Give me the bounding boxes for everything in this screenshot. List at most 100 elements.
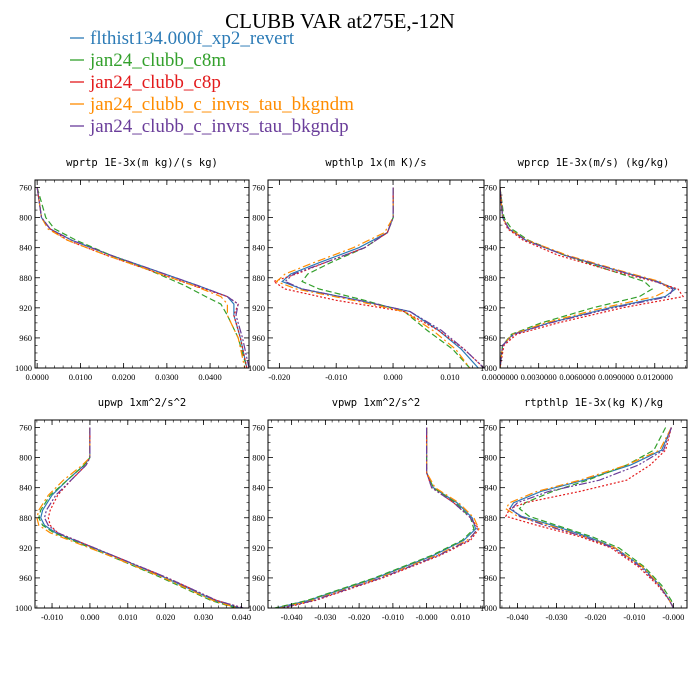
x-tick-label: -0.000 <box>662 612 684 622</box>
y-tick-label: 920 <box>484 543 497 553</box>
series-jan24-clubb-c-invrs-tau-bkgndm <box>500 187 672 368</box>
x-tick-label: -0.020 <box>268 372 290 382</box>
x-tick-label: 0.0060000 <box>559 372 595 382</box>
series-jan24-clubb-c-invrs-tau-bkgndm <box>36 187 246 368</box>
legend-item-jan24-clubb-c-invrs-tau-bkgndm: jan24_clubb_c_invrs_tau_bkgndm <box>70 94 354 115</box>
series-jan24-clubb-c-invrs-tau-bkgndm <box>504 427 674 608</box>
figure-title: CLUBB VAR at275E,-12N <box>225 9 455 33</box>
series-jan24-clubb-c-invrs-tau-bkgndp <box>510 427 674 608</box>
y-tick-label: 1000 <box>480 603 497 613</box>
y-tick-label: 920 <box>19 303 32 313</box>
legend-label: jan24_clubb_c8p <box>89 72 221 93</box>
x-tick-label: 0.010 <box>440 372 459 382</box>
x-tick-label: 0.0000 <box>25 372 48 382</box>
legend-label: flthist134.000f_xp2_revert <box>90 28 295 49</box>
x-tick-label: 0.0120000 <box>637 372 673 382</box>
y-tick-label: 920 <box>252 543 265 553</box>
y-tick-label: 1000 <box>480 363 497 373</box>
x-tick-label: -0.020 <box>348 612 370 622</box>
series-group <box>500 187 685 368</box>
series-flthist134-000f-xp2-revert <box>500 187 677 368</box>
panel-rtpthlp: rtpthlp 1E-3x(kg K)/kg -0.040 -0.030 -0.020… <box>480 397 688 622</box>
legend-item-jan24-clubb-c-invrs-tau-bkgndp: jan24_clubb_c_invrs_tau_bkgndp <box>70 116 349 137</box>
panels: wprtp 1E-3x(m kg)/(s kg) 0.0000 0.0100 0.02… <box>15 157 688 622</box>
x-tick-label: -0.010 <box>382 612 404 622</box>
x-tick-label: 0.020 <box>156 612 175 622</box>
series-jan24-clubb-c8m <box>518 427 674 608</box>
y-tick-label: 800 <box>484 453 497 463</box>
x-tick-label: -0.040 <box>507 612 529 622</box>
panel-title: wprcp 1E-3x(m/s) (kg/kg) <box>518 157 670 169</box>
x-tick-label: 0.000 <box>383 372 402 382</box>
series-jan24-clubb-c8p <box>504 427 674 608</box>
x-tick-label: -0.040 <box>281 612 303 622</box>
series-jan24-clubb-c-invrs-tau-bkgndm <box>275 187 471 368</box>
y-tick-label: 960 <box>484 333 497 343</box>
y-tick-label: 840 <box>484 243 497 253</box>
y-tick-label: 760 <box>484 423 497 433</box>
series-flthist134-000f-xp2-revert <box>276 427 477 608</box>
series-jan24-clubb-c8p <box>36 187 248 368</box>
series-flthist134-000f-xp2-revert <box>40 427 240 608</box>
x-tick-label: -0.000 <box>416 612 438 622</box>
y-tick-label: 880 <box>484 513 497 523</box>
panel-vpwp: vpwp 1xm^2/s^2 -0.040 -0.030 -0.020 -0.010 -0… <box>248 397 485 622</box>
series-jan24-clubb-c8p <box>272 187 484 368</box>
series-jan24-clubb-c-invrs-tau-bkgndp <box>500 187 674 368</box>
y-tick-label: 880 <box>484 273 497 283</box>
y-tick-label: 880 <box>252 513 265 523</box>
y-tick-label: 880 <box>19 513 32 523</box>
panel-title: upwp 1xm^2/s^2 <box>98 397 187 409</box>
y-tick-label: 840 <box>19 243 32 253</box>
legend-item-flthist134-000f-xp2-revert: flthist134.000f_xp2_revert <box>70 28 295 49</box>
series-jan24-clubb-c-invrs-tau-bkgndp <box>283 187 484 368</box>
x-tick-label: -0.010 <box>325 372 347 382</box>
x-tick-label: 0.010 <box>118 612 137 622</box>
y-tick-label: 840 <box>484 483 497 493</box>
series-jan24-clubb-c-invrs-tau-bkgndm <box>36 427 238 608</box>
legend: flthist134.000f_xp2_revert jan24_clubb_c8… <box>70 28 354 137</box>
plot-frame <box>499 419 688 609</box>
series-jan24-clubb-c8p <box>283 427 480 608</box>
x-tick-label: 0.010 <box>451 612 470 622</box>
y-tick-label: 800 <box>252 453 265 463</box>
x-tick-label: 0.000 <box>80 612 99 622</box>
y-tick-label: 960 <box>484 573 497 583</box>
y-tick-label: 840 <box>19 483 32 493</box>
panel-wprcp: wprcp 1E-3x(m/s) (kg/kg) 0.0000000 0.00300… <box>480 157 688 382</box>
y-tick-label: 760 <box>484 183 497 193</box>
panel-wpthlp: wpthlp 1x(m K)/s -0.020 -0.010 0.000 0.010 76… <box>248 157 485 382</box>
y-tick-label: 960 <box>19 573 32 583</box>
panel-title: wprtp 1E-3x(m kg)/(s kg) <box>66 157 218 169</box>
y-tick-label: 880 <box>252 273 265 283</box>
series-group <box>274 427 480 608</box>
x-tick-label: 0.0200 <box>112 372 135 382</box>
series-jan24-clubb-c8m <box>274 427 475 608</box>
y-tick-label: 840 <box>252 483 265 493</box>
plot-frame <box>34 179 250 369</box>
y-tick-label: 800 <box>252 213 265 223</box>
legend-label: jan24_clubb_c_invrs_tau_bkgndp <box>89 116 349 137</box>
y-tick-label: 960 <box>252 333 265 343</box>
y-tick-label: 1000 <box>15 363 32 373</box>
series-group <box>36 427 244 608</box>
series-jan24-clubb-c-invrs-tau-bkgndm <box>279 427 480 608</box>
y-tick-label: 920 <box>484 303 497 313</box>
x-tick-label: 0.040 <box>232 612 251 622</box>
x-tick-label: 0.0090000 <box>598 372 634 382</box>
series-jan24-clubb-c-invrs-tau-bkgndp <box>36 187 249 368</box>
x-tick-label: 0.0000000 <box>482 372 518 382</box>
y-tick-label: 960 <box>252 573 265 583</box>
y-tick-label: 840 <box>252 243 265 253</box>
y-tick-label: 800 <box>19 213 32 223</box>
x-tick-label: -0.020 <box>584 612 606 622</box>
legend-item-jan24-clubb-c8p: jan24_clubb_c8p <box>70 72 221 93</box>
y-tick-label: 800 <box>484 213 497 223</box>
y-tick-label: 920 <box>19 543 32 553</box>
y-tick-label: 1000 <box>248 363 265 373</box>
y-tick-label: 760 <box>19 423 32 433</box>
x-tick-label: 0.0300 <box>155 372 178 382</box>
y-tick-label: 760 <box>19 183 32 193</box>
y-tick-label: 1000 <box>248 603 265 613</box>
